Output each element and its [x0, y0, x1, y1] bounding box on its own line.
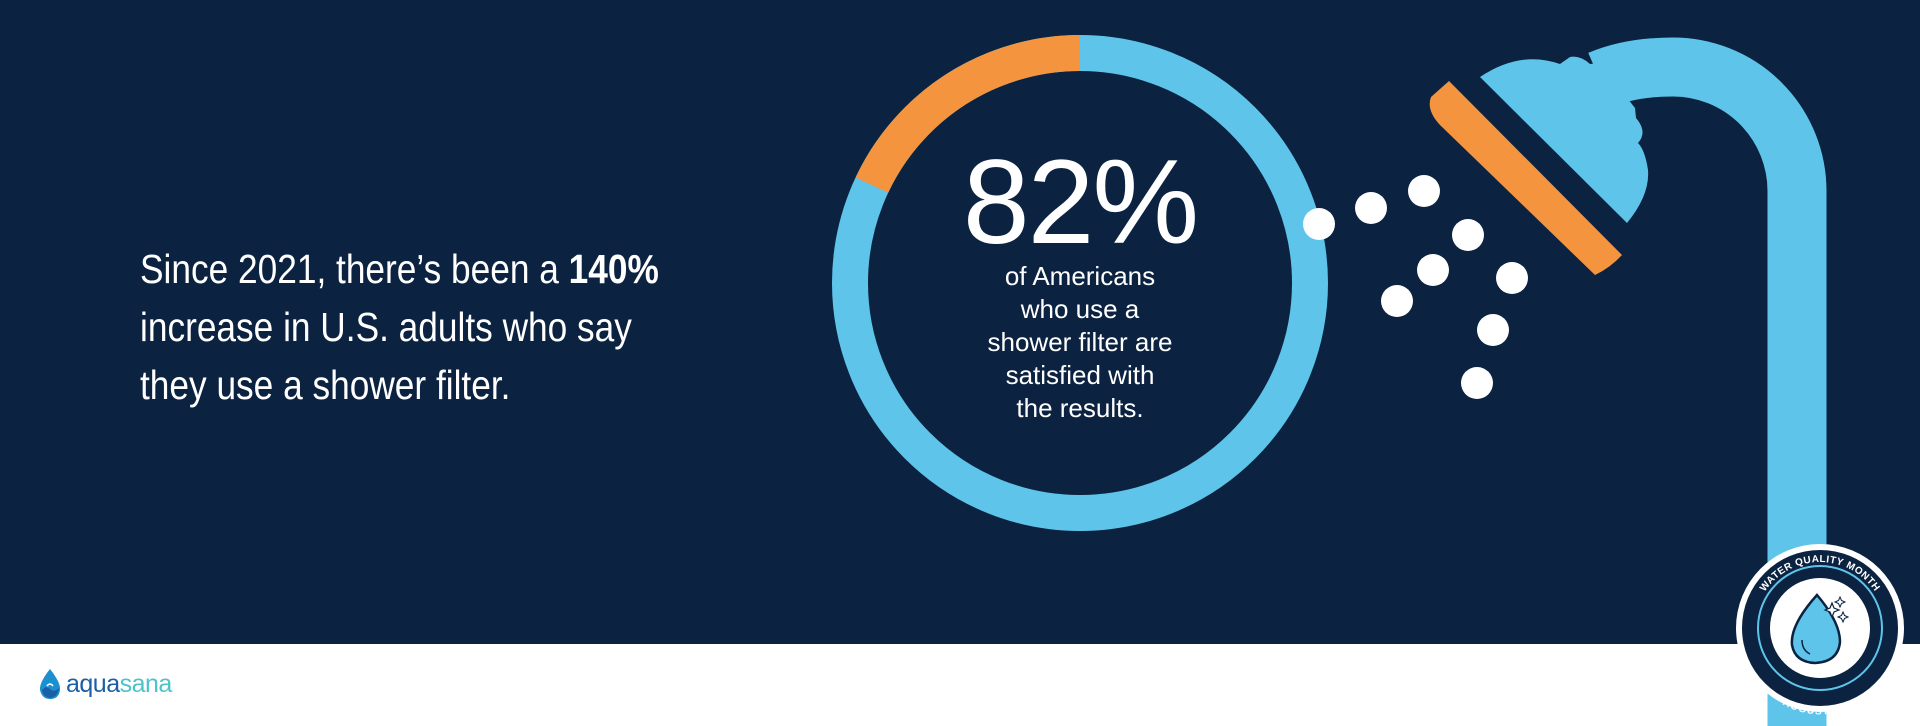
water-drop-wave-icon	[39, 669, 61, 699]
stat-description-line: satisfied with	[1005, 360, 1155, 390]
stat-description-line: who use a	[1020, 294, 1140, 324]
shower-head-icon	[1480, 56, 1649, 223]
headline: Since 2021, there’s been a 140% increase…	[140, 240, 659, 414]
logo-part-aqua: aqua	[66, 669, 120, 698]
water-drop	[1417, 254, 1449, 286]
stat-block: 82% of Americans who use a shower filter…	[880, 142, 1280, 425]
water-drop	[1355, 192, 1387, 224]
water-drop	[1452, 219, 1484, 251]
water-drops	[1303, 175, 1528, 399]
headline-line-1: Since 2021, there’s been a 140%	[140, 240, 659, 298]
water-drop	[1303, 208, 1335, 240]
aquasana-logo: aquasana	[38, 664, 172, 704]
logo-wordmark: aquasana	[66, 670, 172, 699]
water-drop	[1477, 314, 1509, 346]
stat-description-line: of Americans	[1004, 261, 1156, 291]
headline-line-3: they use a shower filter.	[140, 362, 511, 408]
headline-line-2: increase in U.S. adults who say	[140, 304, 632, 350]
water-quality-month-badge: WATER QUALITY MONTH AUGUST 2024	[1736, 544, 1904, 717]
logo-part-sana: sana	[119, 669, 173, 698]
water-drop	[1381, 285, 1413, 317]
water-drop	[1461, 367, 1493, 399]
headline-highlight: 140%	[568, 246, 659, 292]
shower-head-face	[1429, 81, 1622, 275]
water-drop-sparkle-icon	[1790, 593, 1850, 665]
stat-description-line: shower filter are	[987, 327, 1173, 357]
water-drop	[1408, 175, 1440, 207]
headline-text: Since 2021, there’s been a	[140, 246, 569, 292]
stat-description: of Americans who use a shower filter are…	[880, 260, 1280, 425]
shower-pipe	[1588, 37, 1827, 726]
stat-value: 82%	[962, 135, 1199, 269]
water-drop	[1496, 262, 1528, 294]
ring-unsatisfied-segment	[855, 35, 1081, 193]
stat-description-line: the results.	[1016, 393, 1144, 423]
